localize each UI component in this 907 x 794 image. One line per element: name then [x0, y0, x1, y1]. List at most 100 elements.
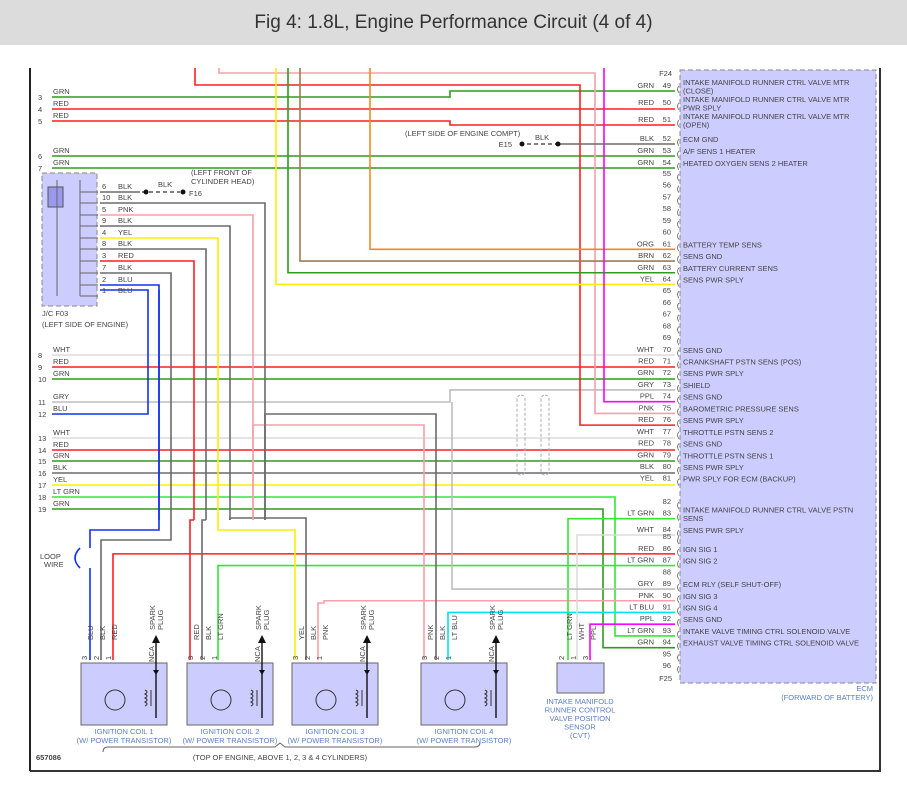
sensor-name: RUNNER CONTROL: [545, 706, 616, 715]
coil-pin-number: 2: [303, 656, 312, 660]
ecm-pin-function: INTAKE MANIFOLD RUNNER CTRL VALVE PSTN: [683, 506, 853, 515]
connector-terminal: [677, 208, 680, 217]
jc-name: J/C F03: [42, 309, 68, 318]
left-pin-number: 8: [38, 351, 42, 360]
jc-wire-color: PNK: [118, 205, 133, 214]
ecm-pin-function: INTAKE MANIFOLD RUNNER CTRL VALVE MTR: [683, 95, 850, 104]
ecm-wire-color: LT GRN: [627, 626, 654, 635]
connector-terminal: [677, 232, 680, 240]
ecm-pin-function: SHIELD: [683, 381, 711, 390]
ecm-pin-number: 95: [663, 649, 671, 658]
ecm-pin-function: ECM GND: [683, 135, 719, 144]
left-pin-number: 13: [38, 434, 46, 443]
wire-sensor-pin-2: [567, 517, 675, 660]
ecm-pin-function: HEATED OXYGEN SENS 2 HEATER: [683, 159, 808, 168]
ecm-wire-color: BRN: [638, 251, 654, 260]
ecm-pin-function: INTAKE MANIFOLD RUNNER CTRL VALVE MTR: [683, 112, 850, 121]
jc-pin-number: 5: [102, 205, 106, 214]
ecm-pin-function: IGN SIG 1: [683, 545, 718, 554]
jc-pin-number: 8: [102, 239, 106, 248]
wire-jc-5: [100, 214, 254, 520]
left-wire-color: RED: [53, 111, 69, 120]
ecm-pin-function: SENS PWR SPLY: [683, 416, 744, 425]
wire-ecm-63: [287, 68, 675, 274]
connector-terminal: [677, 173, 680, 182]
left-pin-number: 9: [38, 363, 42, 372]
connector-terminal: [677, 337, 680, 346]
ground-e15-wire-color: BLK: [535, 133, 549, 142]
jc-wire-color: BLK: [118, 216, 132, 225]
connector-terminal: [677, 642, 680, 650]
connector-terminal: [677, 197, 680, 205]
connector-terminal: [677, 138, 680, 147]
transistor-symbol: [104, 689, 126, 711]
ecm-pin-number: 50: [663, 98, 671, 107]
ecm-pin-function: BATTERY TEMP SENS: [683, 240, 762, 249]
ecm-wire-color: WHT: [637, 427, 654, 436]
ecm-box: [679, 69, 877, 684]
ecm-wire-color: GRN: [637, 263, 654, 272]
spark-plug-label: PLUG: [262, 609, 271, 630]
coil-winding-symbol: [143, 689, 152, 707]
ecm-wire-color: RED: [638, 115, 654, 124]
ecm-pin-number: 55: [663, 169, 671, 178]
coil-location: (TOP OF ENGINE, ABOVE 1, 2, 3 & 4 CYLIND…: [193, 753, 368, 762]
connector-terminal: [677, 361, 680, 369]
ecm-pin-function: INTAKE MANIFOLD RUNNER CTRL VALVE MTR: [683, 78, 850, 87]
jc-wire-color: BLU: [118, 275, 133, 284]
ecm-pin-number: 57: [663, 192, 671, 201]
ecm-wire-color: RED: [638, 544, 654, 553]
coil-name: IGNITION COIL 1: [95, 727, 154, 736]
left-pin-number: 6: [38, 152, 42, 161]
connector-terminal: [677, 408, 680, 416]
ignition-coil-2: [186, 662, 274, 726]
wire-jc-3: [100, 260, 195, 520]
ground-f16-location: CYLINDER HEAD): [191, 177, 255, 186]
jc-pin-number: 3: [102, 251, 106, 260]
ecm-pin-number: 66: [663, 298, 671, 307]
coil-pin-number: 3: [291, 656, 300, 660]
ecm-pin-number: 59: [663, 216, 671, 225]
ignition-coil-3: [291, 662, 379, 726]
ecm-pin-number: 52: [663, 134, 671, 143]
coil-wire-color: PNK: [321, 625, 330, 640]
ecm-pin-number: 68: [663, 321, 671, 330]
left-pin-number: 7: [38, 164, 42, 173]
wire-coil-4-pin-3: [252, 424, 425, 660]
sensor-pin-number: 1: [569, 656, 578, 660]
left-pin-number: 12: [38, 410, 46, 419]
spark-plug-arrow-icon: [152, 635, 160, 643]
ecm-pin-number: 51: [663, 115, 671, 124]
ecm-pin-number: 82: [663, 497, 671, 506]
wire-jc-4: [100, 237, 219, 520]
connector-terminal: [677, 185, 680, 193]
connector-terminal: [677, 419, 680, 428]
diode-icon: [153, 670, 159, 675]
ecm-pin-function: BATTERY CURRENT SENS: [683, 264, 778, 273]
ecm-pin-number: 79: [663, 450, 671, 459]
left-pin-number: 3: [38, 93, 42, 102]
ecm-pin-number: 74: [663, 392, 671, 401]
ecm-wire-color: GRN: [637, 146, 654, 155]
coil-wire-color: LT BLU: [450, 615, 459, 640]
wire-sensor-pin-1: [576, 534, 675, 660]
connector-terminal: [677, 372, 680, 381]
wire-coil-1-pin-3: [89, 290, 160, 548]
ecm-pin-function: SENS GND: [683, 346, 723, 355]
ecm-pin-number: 83: [663, 509, 671, 518]
connector-terminal: [677, 314, 680, 322]
splice-dot: [555, 141, 561, 147]
left-pin-number: 17: [38, 481, 46, 490]
fuse-element: [47, 186, 64, 208]
splice-dot: [519, 141, 525, 147]
nca-label: NCA: [358, 646, 367, 662]
connector-terminal: [677, 583, 680, 592]
coil-pin-number: 1: [104, 656, 113, 660]
ecm-pin-number: 63: [663, 263, 671, 272]
ecm-pin-number: 96: [663, 661, 671, 670]
ground-f16-location: (LEFT FRONT OF: [191, 168, 252, 177]
left-pin-number: 18: [38, 493, 46, 502]
ecm-pin-function: EXHAUST VALVE TIMING CTRL SOLENOID VALVE: [683, 639, 859, 648]
